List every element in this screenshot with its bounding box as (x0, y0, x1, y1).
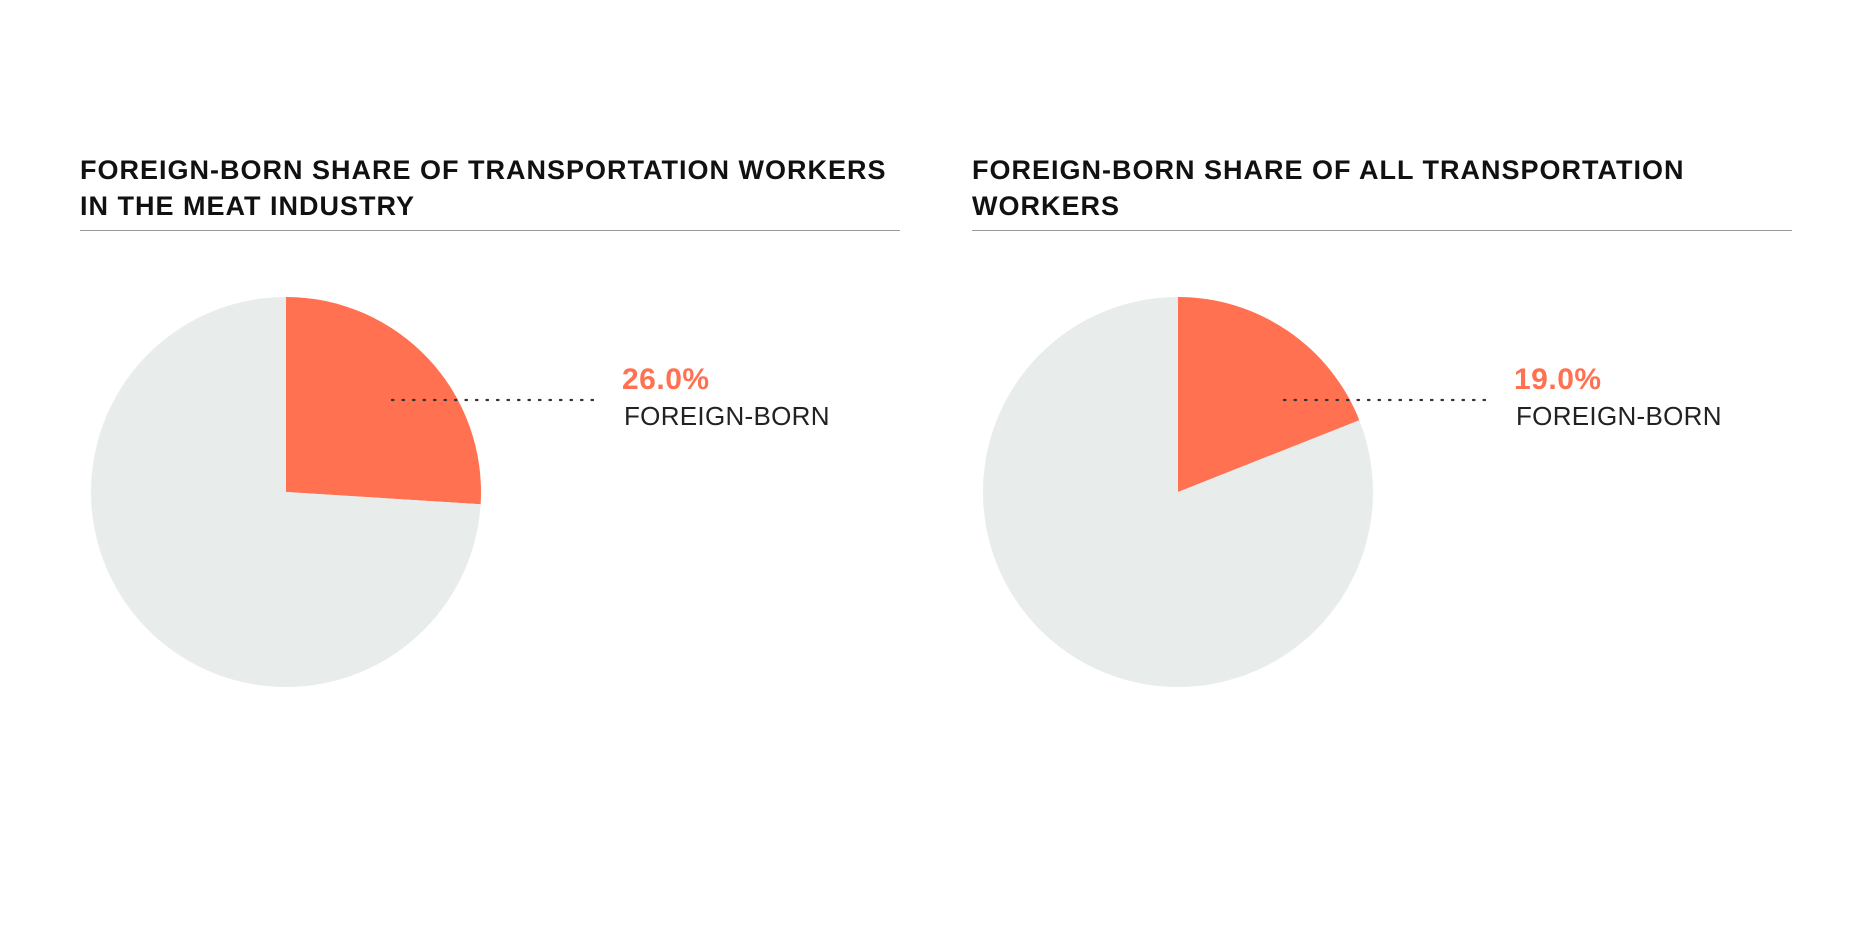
title-divider (80, 230, 900, 231)
pie-chart (983, 297, 1373, 687)
slice-value-label: 26.0% (622, 363, 710, 396)
slice-value-label: 19.0% (1514, 363, 1602, 396)
leader-line (390, 398, 600, 402)
pie-slice-foreign-born (286, 297, 481, 505)
pie-slice-remainder (983, 297, 1373, 687)
chart-title: FOREIGN-BORN SHARE OF TRANSPORTATION WOR… (80, 155, 887, 221)
pie-slice-remainder (90, 297, 481, 687)
pie-chart (90, 297, 481, 687)
chart-panel-meat-industry: FOREIGN-BORN SHARE OF TRANSPORTATION WOR… (80, 150, 900, 710)
slice-name-label: FOREIGN-BORN (1516, 401, 1722, 431)
title-divider (972, 230, 1792, 231)
pie-slice-foreign-born (1178, 297, 1360, 492)
slice-name-label: FOREIGN-BORN (624, 401, 830, 431)
chart-title: FOREIGN-BORN SHARE OF ALL TRANSPORTATION… (972, 155, 1685, 221)
chart-panel-all-transportation: FOREIGN-BORN SHARE OF ALL TRANSPORTATION… (972, 150, 1792, 710)
leader-line (1282, 398, 1492, 402)
